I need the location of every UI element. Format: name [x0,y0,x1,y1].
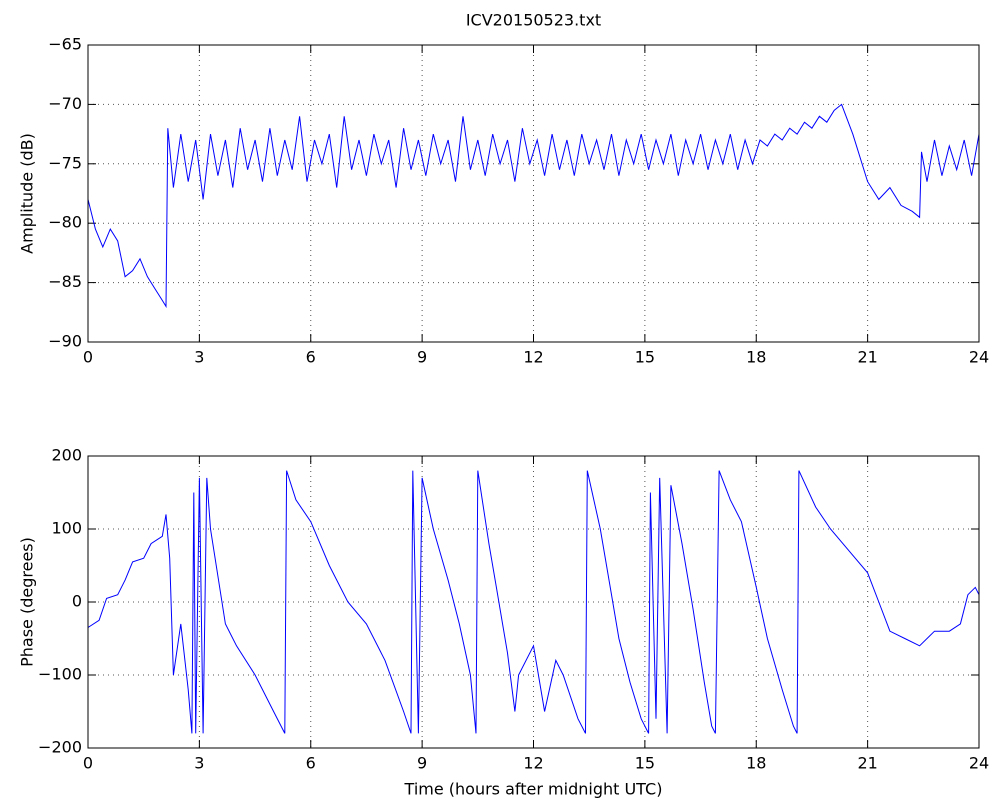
y-tick-label: 100 [51,519,82,538]
y-tick-label: −80 [48,213,82,232]
x-tick-label: 6 [306,754,316,773]
x-tick-label: 21 [857,754,877,773]
plot-area [88,45,979,342]
y-axis-label: Amplitude (dB) [18,133,37,254]
x-tick-label: 24 [969,754,989,773]
x-tick-label: 15 [635,348,655,367]
y-tick-label: 200 [51,446,82,465]
x-tick-label: 15 [635,754,655,773]
y-tick-label: −200 [38,738,82,757]
y-tick-label: −100 [38,665,82,684]
x-tick-label: 9 [417,348,427,367]
axes-frame [87,44,980,343]
x-tick-label: 21 [857,348,877,367]
x-tick-label: 0 [83,348,93,367]
x-tick-label: 12 [523,348,543,367]
x-tick-label: 0 [83,754,93,773]
y-axis-label: Phase (degrees) [18,537,37,667]
axes-frame [87,455,980,749]
x-tick-label: 3 [194,348,204,367]
data-line [87,103,980,309]
y-tick-label: −75 [48,153,82,172]
y-tick-label: −90 [48,332,82,351]
x-tick-label: 3 [194,754,204,773]
data-line [87,470,980,734]
x-tick-label: 9 [417,754,427,773]
chart-title: ICV20150523.txt [466,11,601,30]
x-axis-label: Time (hours after midnight UTC) [404,780,663,799]
y-tick-label: −65 [48,35,82,54]
x-tick-label: 24 [969,348,989,367]
x-tick-label: 12 [523,754,543,773]
y-tick-label: −85 [48,272,82,291]
x-tick-label: 6 [306,348,316,367]
y-tick-label: 0 [72,592,82,611]
x-tick-label: 18 [746,348,766,367]
y-tick-label: −70 [48,94,82,113]
x-tick-label: 18 [746,754,766,773]
